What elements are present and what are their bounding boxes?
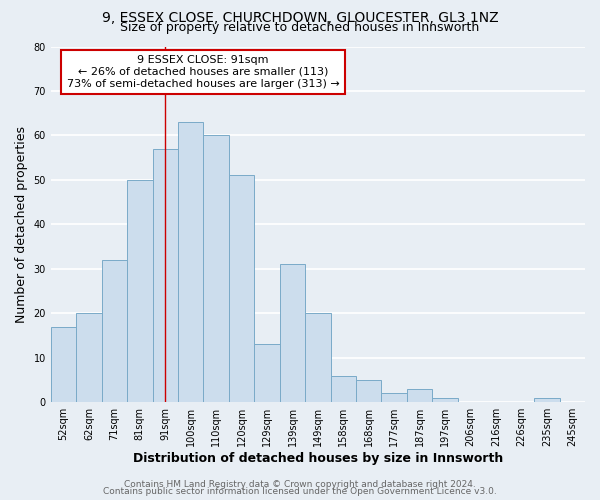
Bar: [127, 180, 152, 402]
Bar: [356, 380, 382, 402]
Text: Size of property relative to detached houses in Innsworth: Size of property relative to detached ho…: [121, 21, 479, 34]
Bar: [254, 344, 280, 402]
Bar: [76, 314, 101, 402]
Bar: [101, 260, 127, 402]
Bar: [203, 136, 229, 402]
Bar: [407, 389, 433, 402]
X-axis label: Distribution of detached houses by size in Innsworth: Distribution of detached houses by size …: [133, 452, 503, 465]
Bar: [152, 149, 178, 402]
Text: 9 ESSEX CLOSE: 91sqm
← 26% of detached houses are smaller (113)
73% of semi-deta: 9 ESSEX CLOSE: 91sqm ← 26% of detached h…: [67, 56, 340, 88]
Bar: [178, 122, 203, 402]
Text: Contains HM Land Registry data © Crown copyright and database right 2024.: Contains HM Land Registry data © Crown c…: [124, 480, 476, 489]
Bar: [229, 176, 254, 402]
Text: Contains public sector information licensed under the Open Government Licence v3: Contains public sector information licen…: [103, 488, 497, 496]
Bar: [534, 398, 560, 402]
Y-axis label: Number of detached properties: Number of detached properties: [15, 126, 28, 323]
Bar: [331, 376, 356, 402]
Bar: [51, 326, 76, 402]
Bar: [305, 314, 331, 402]
Bar: [280, 264, 305, 402]
Bar: [382, 394, 407, 402]
Bar: [433, 398, 458, 402]
Text: 9, ESSEX CLOSE, CHURCHDOWN, GLOUCESTER, GL3 1NZ: 9, ESSEX CLOSE, CHURCHDOWN, GLOUCESTER, …: [101, 11, 499, 25]
